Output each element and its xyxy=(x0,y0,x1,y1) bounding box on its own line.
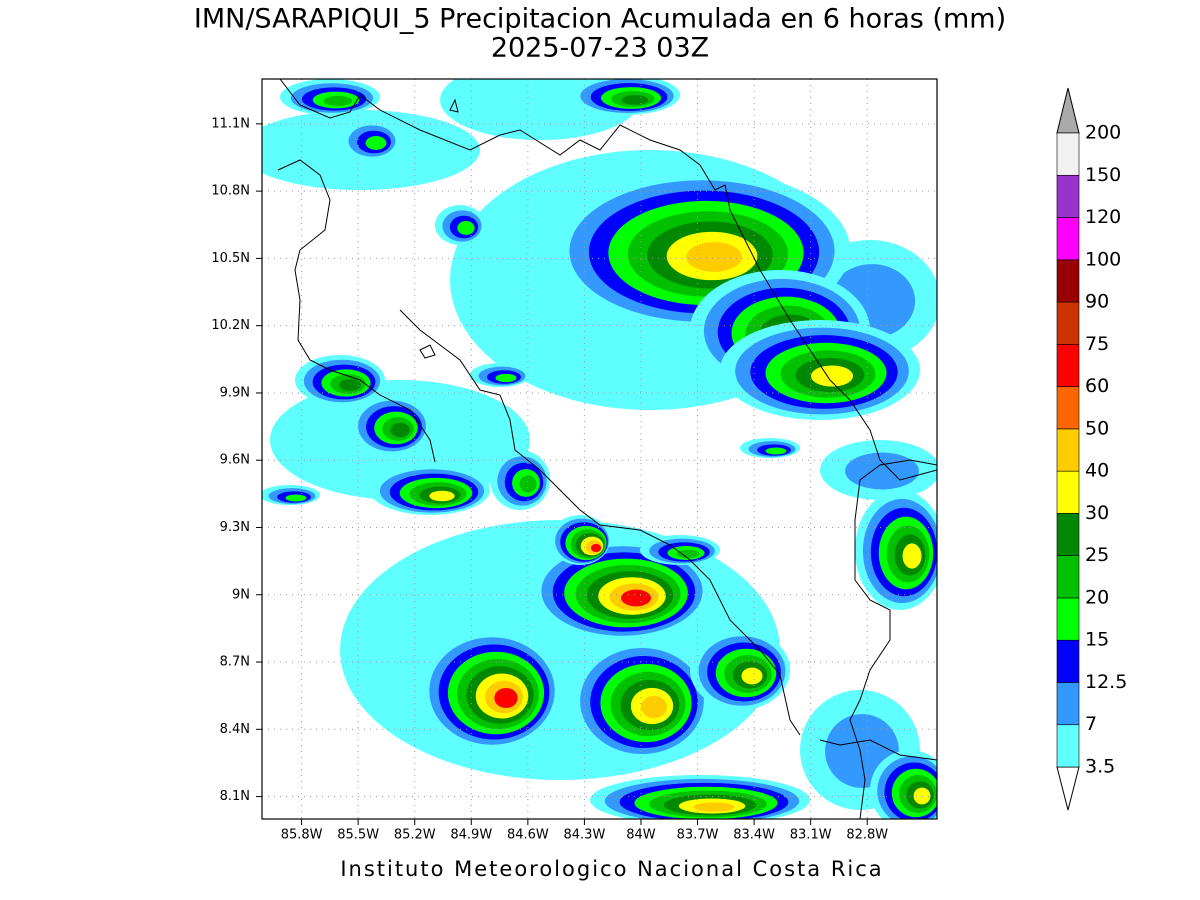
precip-contour xyxy=(365,136,387,150)
map-frame xyxy=(261,78,938,820)
colorbar-swatch xyxy=(1056,301,1080,345)
x-tick-label: 84.9W xyxy=(450,828,492,843)
precip-contour xyxy=(686,242,742,272)
colorbar-label: 120 xyxy=(1085,206,1121,228)
colorbar-swatch xyxy=(1056,724,1080,768)
colorbar-swatch xyxy=(1056,428,1080,472)
colorbar-label: 50 xyxy=(1085,417,1109,439)
y-tick-label: 10.8N xyxy=(211,184,250,199)
x-tick-label: 84.3W xyxy=(564,828,606,843)
x-tick-label: 82.8W xyxy=(846,828,888,843)
precip-contour xyxy=(913,787,931,805)
y-tick-label: 8.1N xyxy=(220,789,250,804)
y-tick-label: 10.2N xyxy=(211,318,250,333)
colorbar-swatch xyxy=(1056,513,1080,556)
x-tick-label: 83.1W xyxy=(790,828,832,843)
colorbar-label: 40 xyxy=(1085,460,1109,482)
x-tick-label: 84.6W xyxy=(507,828,549,843)
x-tick-label: 84W xyxy=(626,828,656,843)
colorbar-swatch xyxy=(1056,639,1080,683)
y-tick-label: 9.3N xyxy=(220,520,250,535)
colorbar-swatch xyxy=(1056,344,1080,387)
precip-contour xyxy=(693,802,735,812)
x-tick-label: 85.8W xyxy=(281,828,323,843)
x-tick-label: 85.5W xyxy=(337,828,379,843)
precip-contour xyxy=(810,365,854,387)
footer: Instituto Meteorologico Nacional Costa R… xyxy=(340,857,883,881)
title: IMN/SARAPIQUI_5 Precipitacion Acumulada … xyxy=(194,4,1006,35)
colorbar-label: 75 xyxy=(1085,333,1109,355)
y-tick-label: 8.4N xyxy=(220,722,250,737)
precip-contour xyxy=(591,543,601,553)
x-tick-label: 83.4W xyxy=(733,828,775,843)
colorbar-under xyxy=(1056,766,1080,811)
colorbar-label: 30 xyxy=(1085,502,1109,524)
colorbar-swatch xyxy=(1056,682,1080,726)
precip-contour xyxy=(495,373,517,383)
y-tick-label: 9.6N xyxy=(220,453,250,468)
x-tick-label: 83.7W xyxy=(677,828,719,843)
colorbar-label: 25 xyxy=(1085,544,1109,566)
colorbar-label: 3.5 xyxy=(1085,756,1115,778)
precip-contour xyxy=(519,475,537,493)
y-tick-label: 8.7N xyxy=(220,655,250,670)
colorbar-over xyxy=(1056,87,1080,134)
colorbar-label: 150 xyxy=(1085,164,1121,186)
precipitation-field xyxy=(262,79,937,819)
subtitle: 2025-07-23 03Z xyxy=(491,33,709,64)
y-tick-label: 10.5N xyxy=(211,251,250,266)
colorbar-swatch xyxy=(1056,217,1080,261)
x-tick-label: 85.2W xyxy=(394,828,436,843)
y-tick-label: 9.9N xyxy=(220,385,250,400)
precip-contour xyxy=(640,695,668,719)
precip-contour xyxy=(560,360,680,400)
precip-contour xyxy=(621,589,651,607)
precip-contour xyxy=(676,549,700,559)
colorbar-label: 20 xyxy=(1085,586,1109,608)
precip-contour xyxy=(902,543,922,569)
precip-contour xyxy=(323,95,353,107)
coastlines xyxy=(277,79,937,819)
colorbar-label: 15 xyxy=(1085,629,1109,651)
precip-contour xyxy=(429,490,455,502)
precip-contour xyxy=(765,447,787,455)
precip-contour xyxy=(741,667,763,685)
y-tick-label: 11.1N xyxy=(211,116,250,131)
colorbar-label: 100 xyxy=(1085,248,1121,270)
colorbar-label: 60 xyxy=(1085,375,1109,397)
colorbar-swatch xyxy=(1056,174,1080,218)
precip-contour xyxy=(390,422,410,438)
precip-contour xyxy=(621,95,649,105)
colorbar-swatch xyxy=(1056,597,1080,641)
precip-contour xyxy=(845,452,919,490)
precip-contour xyxy=(339,378,361,392)
precip-contour xyxy=(494,688,518,708)
colorbar-swatch xyxy=(1056,386,1080,430)
colorbar-label: 200 xyxy=(1085,122,1121,144)
precip-contour xyxy=(457,221,475,235)
precip-contour xyxy=(285,494,307,502)
colorbar-swatch xyxy=(1056,555,1080,599)
y-tick-label: 9N xyxy=(232,587,250,602)
colorbar-swatch xyxy=(1056,259,1080,303)
colorbar-label: 90 xyxy=(1085,291,1109,313)
colorbar-label: 7 xyxy=(1085,713,1097,735)
colorbar-swatch xyxy=(1056,132,1080,176)
colorbar-label: 12.5 xyxy=(1085,671,1127,693)
colorbar-swatch xyxy=(1056,470,1080,514)
